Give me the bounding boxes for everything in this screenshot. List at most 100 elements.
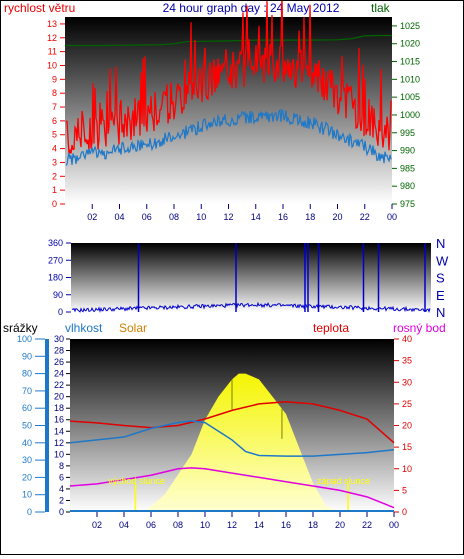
solar-axis-label: Solar [119,321,147,335]
pressure-tick-label: 990 [400,146,415,156]
humidity-line [69,420,395,457]
sunrise-label: východ slunce [108,476,165,486]
pressure-tick-label: 1000 [400,110,420,120]
pressure-tick-label: 985 [400,163,415,173]
humidity-tick-label: 26 [54,357,64,367]
pressure-line [65,34,392,47]
temperature-tick-label: 0 [402,507,407,517]
time-tick-label: 12 [227,520,237,530]
temperature-tick-label: 10 [402,464,412,474]
dewpoint-line [69,467,395,509]
sunset-label: západ slunce [317,476,370,486]
temperature-tick-label: 5 [402,485,407,495]
time-tick-label: 16 [281,520,291,530]
wind-tick-label: 12 [47,33,57,43]
time-tick-label: 00 [389,520,399,530]
temperature-axis-label: teplota [313,321,349,335]
temperature-series [69,373,395,512]
wind-gust-line [65,0,392,154]
humidity-tick-label: 30 [54,334,64,344]
time-tick-label: 22 [360,212,370,222]
wind-tick-label: 11 [48,47,57,57]
rain-tick-label: 10 [22,490,32,500]
direction-tick-label: 90 [53,290,63,300]
direction-plot-area [71,243,431,312]
direction-series [71,243,431,314]
time-tick-label: 10 [196,212,206,222]
pressure-tick-label: 1020 [400,39,420,49]
dewpoint-axis-label: rosný bod [393,321,446,335]
chart-title: 24 hour graph day : 24 May 2012 [163,1,340,15]
humidity-tick-label: 22 [54,380,64,390]
time-axis-ticks: 02 04 06 08 10 12 14 16 18 20 22 00 [87,204,397,222]
wind-tick-label: 13 [47,19,57,29]
time-tick-label: 02 [92,520,102,530]
wind-tick-label: 0 [52,199,57,209]
time-tick-label: 18 [305,212,315,222]
time-tick-label: 06 [146,520,156,530]
time-tick-label: 08 [169,212,179,222]
direction-tick-label: 360 [48,238,63,248]
humidity-tick-label: 14 [54,426,64,436]
wind-tick-label: 3 [52,157,57,167]
humidity-tick-label: 8 [59,461,64,471]
pressure-tick-label: 1010 [400,74,420,84]
wind-tick-label: 8 [52,88,57,98]
wind-average-line [65,108,392,166]
direction-tick-label: 0 [58,307,63,317]
direction-axis-ticks: 0 90 180 270 360 [48,238,71,317]
humidity-tick-label: 12 [54,438,64,448]
time-tick-label: 08 [173,520,183,530]
wind-tick-label: 2 [52,171,57,181]
wind-tick-label: 4 [52,144,57,154]
temp-humidity-solar-panel: srážky vlhkost Solar teplota rosný bod 0… [3,321,446,530]
humidity-tick-label: 4 [59,484,64,494]
humidity-tick-label: 16 [54,415,64,425]
pressure-tick-label: 995 [400,128,415,138]
rain-axis-bar [45,339,49,512]
solar-area [144,373,340,512]
rain-tick-label: 100 [17,334,32,344]
time-tick-label: 20 [332,212,342,222]
time-tick-label: 06 [142,212,152,222]
time-tick-label: 16 [278,212,288,222]
humidity-tick-label: 18 [54,403,64,413]
temperature-tick-label: 40 [402,334,412,344]
rain-tick-label: 20 [22,472,32,482]
wind-tick-label: 5 [52,130,57,140]
time-tick-label: 14 [251,212,261,222]
compass-label: S [436,271,445,286]
pressure-axis-ticks: 975 980 985 990 995 1000 1005 1010 1015 1020 1025 [392,21,420,209]
pressure-tick-label: 1005 [400,92,420,102]
rain-tick-label: 40 [22,438,32,448]
humidity-tick-label: 6 [59,472,64,482]
wind-tick-label: 1 [52,185,57,195]
humidity-tick-label: 0 [59,507,64,517]
pressure-tick-label: 980 [400,181,415,191]
humidity-tick-label: 10 [54,449,64,459]
rain-axis-ticks: 0 10 20 30 40 50 60 70 80 90 100 [17,334,49,517]
rain-tick-label: 50 [22,421,32,431]
humidity-tick-label: 24 [54,369,64,379]
wind-tick-label: 9 [52,74,57,84]
time-tick-label: 02 [87,212,97,222]
rain-axis-label: srážky [3,321,38,335]
humidity-tick-label: 2 [59,495,64,505]
time-tick-label: 22 [362,520,372,530]
compass-label: W [436,253,449,268]
humidity-tick-label: 20 [54,392,64,402]
time-tick-label: 12 [223,212,233,222]
direction-line [71,301,431,314]
pressure-tick-label: 1025 [400,21,420,31]
direction-tick-label: 270 [48,255,63,265]
rain-tick-label: 90 [22,351,32,361]
wind-tick-label: 6 [52,116,57,126]
rain-tick-label: 70 [22,386,32,396]
time-tick-label: 18 [308,520,318,530]
pressure-axis-label: tlak [371,1,391,15]
temperature-tick-label: 35 [402,356,412,366]
wind-series [65,0,392,166]
